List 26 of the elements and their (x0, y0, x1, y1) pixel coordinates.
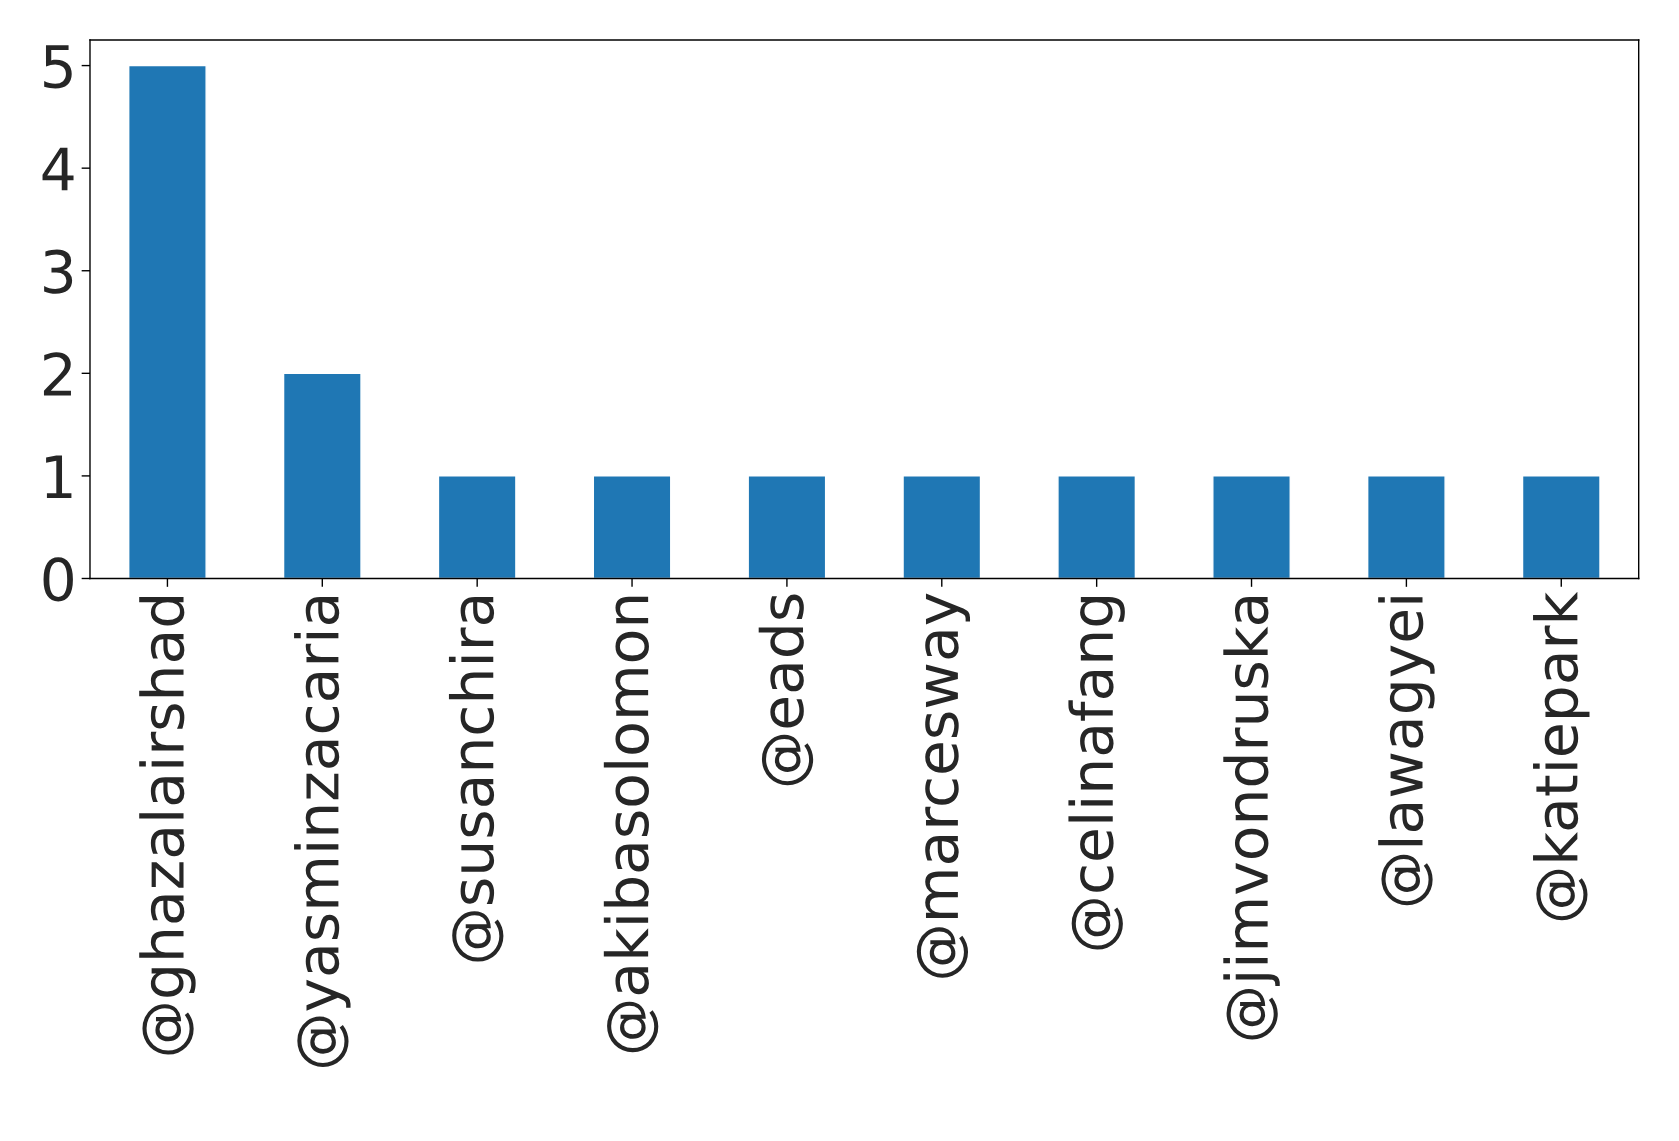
bar (747, 475, 827, 579)
bar (1212, 475, 1291, 579)
bar (902, 475, 982, 579)
x-tick-label: @jimvondruska (1223, 596, 1280, 1040)
x-tick-label: @eads (758, 594, 814, 786)
x-tick-label: @yasminzacaria (294, 596, 351, 1067)
x-tick-label: @katiepark (1533, 591, 1590, 921)
x-tick-label: @lawagyei (1378, 597, 1435, 906)
x-tick-label: @marcesway (916, 593, 971, 978)
y-tick-label: 1 (46, 455, 72, 499)
x-tick-label: @akibasolomon (603, 596, 659, 1053)
y-tick-label: 4 (42, 147, 74, 191)
bar (282, 372, 362, 579)
x-tick-label: @ghazalairshad (139, 596, 196, 1055)
bar (437, 475, 517, 579)
x-tick-label: @susanchira (448, 596, 504, 962)
y-tick-label: 5 (44, 45, 72, 89)
y-tick-label: 0 (43, 557, 73, 602)
bar (592, 475, 672, 579)
bar (1521, 475, 1601, 579)
bar (1057, 475, 1137, 579)
bar (128, 64, 207, 579)
y-tick-label: 3 (44, 249, 73, 294)
y-tick-label: 2 (43, 352, 71, 396)
bar (1366, 475, 1446, 579)
x-tick-label: @celinafang (1068, 596, 1125, 950)
